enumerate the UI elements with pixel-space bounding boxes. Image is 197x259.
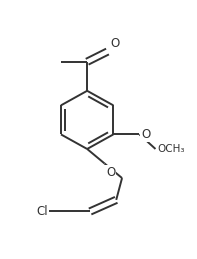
Text: Cl: Cl: [36, 205, 48, 218]
Text: O: O: [106, 167, 115, 179]
Text: O: O: [110, 37, 120, 50]
Text: OCH₃: OCH₃: [157, 144, 184, 154]
Text: O: O: [141, 128, 150, 141]
